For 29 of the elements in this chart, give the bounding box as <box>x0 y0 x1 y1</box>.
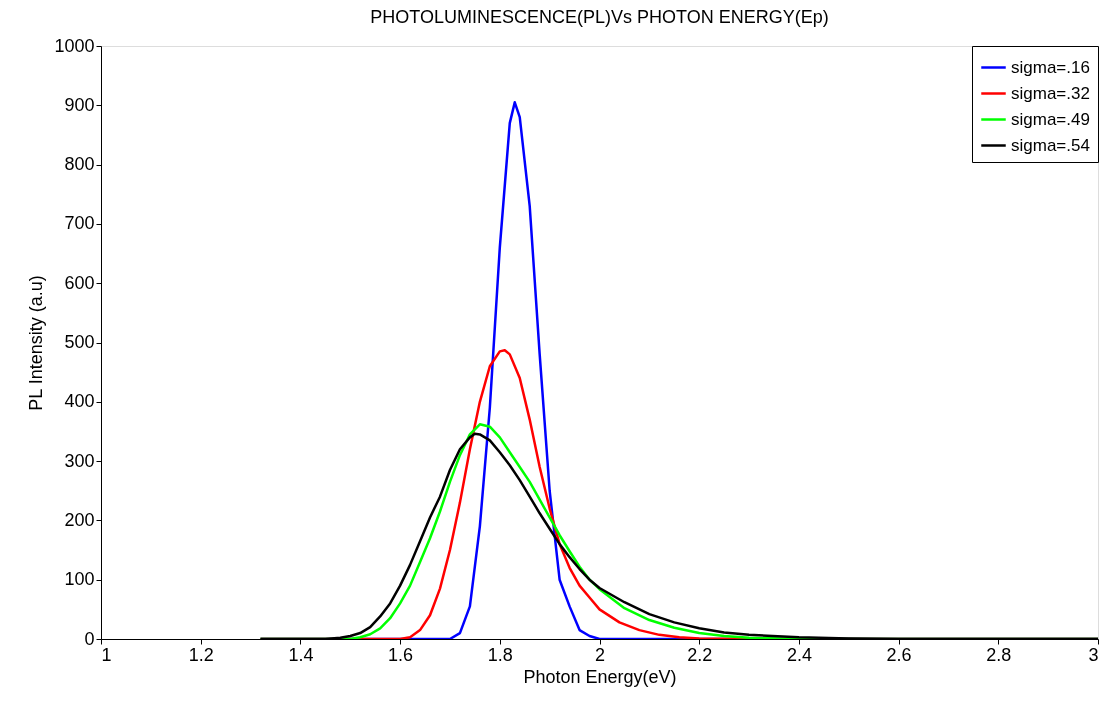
x-tick-label: 2.6 <box>886 644 912 665</box>
x-tick-label: 1.6 <box>388 644 414 665</box>
y-tick-label: 0 <box>84 628 95 649</box>
y-tick-label: 200 <box>64 509 95 530</box>
y-tick-label: 900 <box>64 94 95 115</box>
y-tick-label: 500 <box>64 332 95 352</box>
x-tick-label: 2.2 <box>687 644 713 665</box>
legend-label: sigma=.16 <box>1011 57 1090 77</box>
y-tick-label: 700 <box>64 213 95 234</box>
x-tick-label: 3 <box>1088 644 1099 665</box>
y-tick-label: 1000 <box>54 35 95 56</box>
x-tick-label: 2 <box>594 644 606 665</box>
x-tick-label: 1.2 <box>188 644 214 665</box>
y-tick-label: 300 <box>64 450 95 471</box>
y-tick-label: 600 <box>64 272 95 293</box>
x-tick-label: 1 <box>101 644 112 665</box>
y-tick-label: 800 <box>64 154 95 175</box>
x-axis-title: Photon Energy(eV) <box>523 666 677 687</box>
legend-label: sigma=.32 <box>1011 83 1090 103</box>
chart-title: PHOTOLUMINESCENCE(PL)Vs PHOTON ENERGY(Ep) <box>370 7 829 27</box>
y-tick-label: 100 <box>64 569 95 590</box>
y-axis-title: PL Intensity (a.u) <box>26 275 47 411</box>
x-tick-label: 1.4 <box>288 644 314 665</box>
legend-label: sigma=.49 <box>1011 109 1090 129</box>
x-tick-label: 2.8 <box>986 644 1012 665</box>
x-tick-label: 2.4 <box>786 644 812 665</box>
legend-label: sigma=.54 <box>1011 135 1090 155</box>
x-tick-label: 1.8 <box>487 644 513 665</box>
y-tick-label: 400 <box>64 391 95 412</box>
